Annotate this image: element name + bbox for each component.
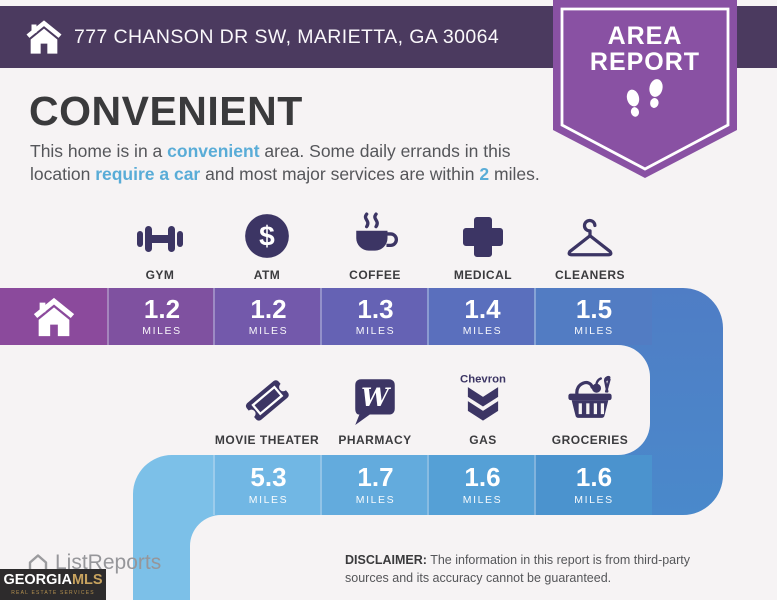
svg-text:W: W [361,383,392,412]
home-icon [33,297,74,336]
distance-groceries: 1.6 MILES [534,455,652,515]
page-title: CONVENIENT [29,88,303,134]
svg-text:$: $ [259,220,275,251]
svg-text:Chevron: Chevron [460,373,506,385]
chevron-gas-icon: Chevron [457,370,509,426]
distance-medical: 1.4 MILES [427,288,536,345]
mls-tagline: REAL ESTATE SERVICES [11,589,95,596]
desc-highlight-miles: 2 [479,164,490,185]
desc-text: miles. [489,164,540,185]
desc-text: and most major services are within [200,164,480,185]
home-segment [0,288,107,345]
medical-cross-icon [459,205,507,261]
home-icon [26,20,62,54]
dumbbell-icon [134,205,186,261]
walgreens-icon: W [350,370,400,426]
coffee-cup-icon [350,205,400,261]
dollar-circle-icon: $ [242,205,292,261]
amenity-medical: MEDICAL [425,205,541,282]
badge-line2: REPORT [589,48,701,76]
amenity-groceries: GROCERIES [532,370,648,447]
desc-highlight-car: require a car [95,164,201,185]
georgia-mls-logo: GEORGIAMLS REAL ESTATE SERVICES [0,569,106,600]
amenity-movie-theater: MOVIE THEATER [209,370,325,447]
disclaimer-text: The information in this report is from t… [345,553,691,586]
disclaimer: DISCLAIMER: The information in this repo… [345,551,737,587]
hanger-icon [564,205,616,261]
desc-text: This home is in a [30,141,168,161]
listreports-wordmark: ListReports [55,551,162,574]
distance-cleaners: 1.5 MILES [534,288,652,345]
disclaimer-label: DISCLAIMER: [345,553,427,567]
amenity-cleaners: CLEANERS [532,205,648,282]
desc-highlight-convenient: convenient [167,141,260,161]
distance-coffee: 1.3 MILES [320,288,429,345]
amenity-gym: GYM [102,205,218,282]
description: This home is in a convenient area. Some … [30,140,552,187]
desc-text: area. Some daily errands in this locatio… [30,141,511,185]
property-address: 777 CHANSON DR SW, MARIETTA, GA 30064 [74,26,500,48]
footprints-icon [626,79,663,117]
distance-gym: 1.2 MILES [107,288,215,345]
distance-pharmacy: 1.7 MILES [320,455,429,515]
grocery-basket-icon [564,370,616,426]
amenity-coffee: COFFEE [317,205,433,282]
distance-atm: 1.2 MILES [213,288,322,345]
badge-line1: AREA [607,22,683,50]
ticket-icon [239,370,295,426]
amenity-pharmacy: W PHARMACY [317,370,433,447]
amenity-gas: Chevron GAS [425,370,541,447]
amenity-atm: $ ATM [209,205,325,282]
distance-gas: 1.6 MILES [427,455,536,515]
distance-movie-theater: 5.3 MILES [213,455,322,515]
area-report-badge: AREA REPORT [553,0,737,180]
